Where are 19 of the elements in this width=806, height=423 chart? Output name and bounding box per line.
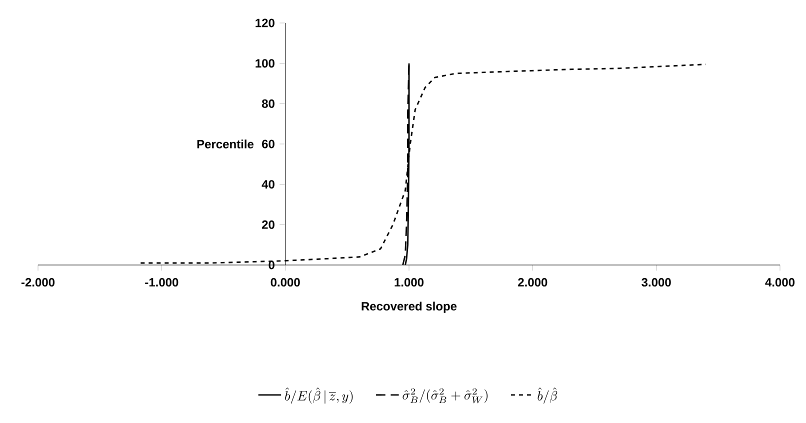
x-tick-label: -1.000: [145, 278, 178, 287]
y-tick-label: 40: [262, 180, 274, 189]
y-tick-label: 0: [268, 260, 274, 270]
legend-label: $\hat{b}/E(\hat{\beta}\,|\,\overline{z},y)$: [285, 388, 353, 404]
x-tick-label: 1.000: [394, 278, 424, 287]
x-tick-label: 4.000: [765, 278, 795, 287]
x-tick-label: 2.000: [518, 278, 548, 287]
x-tick-label: 0.000: [270, 278, 300, 287]
y-tick-label: 80: [262, 99, 274, 108]
x-tick-label: 3.000: [642, 278, 671, 287]
y-axis-title: Percentile: [197, 140, 254, 148]
x-tick-label: -2.000: [21, 278, 55, 287]
legend-label: $\hat{b}/\hat{\beta}$: [538, 388, 558, 404]
legend-label: $\hat{\sigma}_B^2/(\hat{\sigma}_B^2+\hat{\sigma}_W^2)$: [402, 388, 488, 404]
x-axis-title: Recovered slope: [362, 302, 457, 313]
y-tick-label: 20: [262, 220, 274, 229]
y-tick-label: 60: [262, 140, 274, 148]
y-tick-label: 120: [256, 18, 274, 28]
y-tick-label: 100: [256, 59, 274, 68]
